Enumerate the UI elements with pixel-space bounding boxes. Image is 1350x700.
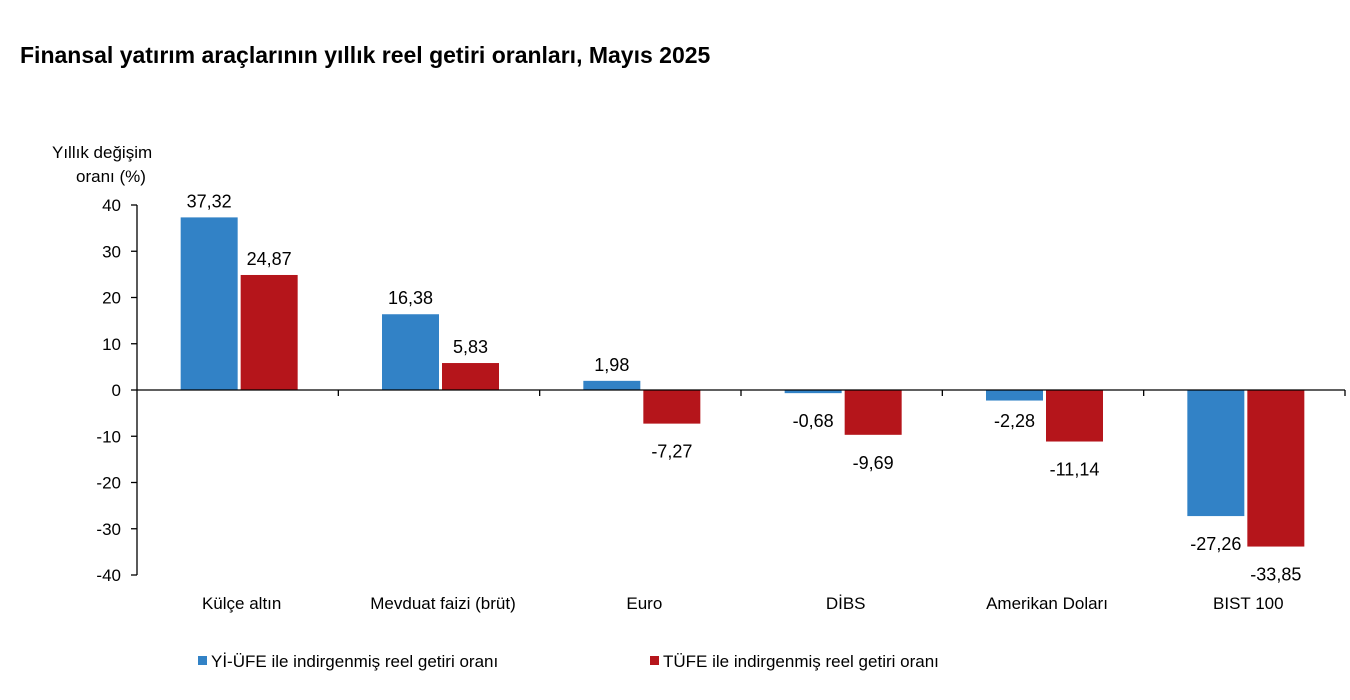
bar — [643, 390, 701, 424]
bar — [240, 274, 298, 390]
legend-label: Yİ-ÜFE ile indirgenmiş reel getiri oranı — [211, 652, 498, 671]
data-label: -2,28 — [994, 411, 1035, 431]
bar — [784, 390, 842, 394]
y-tick-label: 40 — [102, 196, 121, 215]
bar — [583, 380, 641, 390]
legend-label: TÜFE ile indirgenmiş reel getiri oranı — [663, 652, 939, 671]
bar — [1046, 390, 1103, 442]
data-label: -7,27 — [651, 442, 692, 462]
y-axis-title: Yıllık değişim — [52, 143, 152, 162]
y-tick-label: 0 — [112, 381, 121, 400]
y-tick-label: -30 — [96, 520, 121, 539]
data-label: -0,68 — [793, 411, 834, 431]
data-label: 37,32 — [187, 191, 232, 211]
x-tick-label: DİBS — [826, 594, 866, 613]
y-tick-label: -40 — [96, 566, 121, 585]
bar — [1187, 390, 1245, 517]
data-label: -11,14 — [1050, 460, 1100, 480]
bar — [180, 217, 238, 390]
data-label: -33,85 — [1250, 565, 1301, 585]
bar — [442, 363, 499, 390]
data-label: -27,26 — [1190, 534, 1241, 554]
x-tick-label: Amerikan Doları — [986, 594, 1108, 613]
legend-swatch — [198, 656, 207, 665]
x-tick-label: Euro — [626, 594, 662, 613]
x-tick-label: Mevduat faizi (brüt) — [370, 594, 516, 613]
data-label: 5,83 — [453, 337, 488, 357]
data-label: 24,87 — [247, 249, 292, 269]
y-tick-label: 30 — [102, 242, 121, 261]
bar — [1247, 390, 1305, 547]
y-tick-label: -10 — [96, 427, 121, 446]
bar — [844, 390, 902, 435]
y-axis-title: oranı (%) — [76, 167, 146, 186]
legend-swatch — [650, 656, 659, 665]
y-tick-label: 10 — [102, 335, 121, 354]
x-tick-label: BIST 100 — [1213, 594, 1284, 613]
y-tick-label: 20 — [102, 289, 121, 308]
y-tick-label: -20 — [96, 474, 121, 493]
chart-title: Finansal yatırım araçlarının yıllık reel… — [20, 42, 711, 68]
bar — [382, 314, 439, 390]
x-tick-label: Külçe altın — [202, 594, 281, 613]
bar — [986, 390, 1043, 401]
data-label: 1,98 — [594, 355, 629, 375]
data-label: -9,69 — [853, 453, 894, 473]
data-label: 16,38 — [388, 288, 433, 308]
